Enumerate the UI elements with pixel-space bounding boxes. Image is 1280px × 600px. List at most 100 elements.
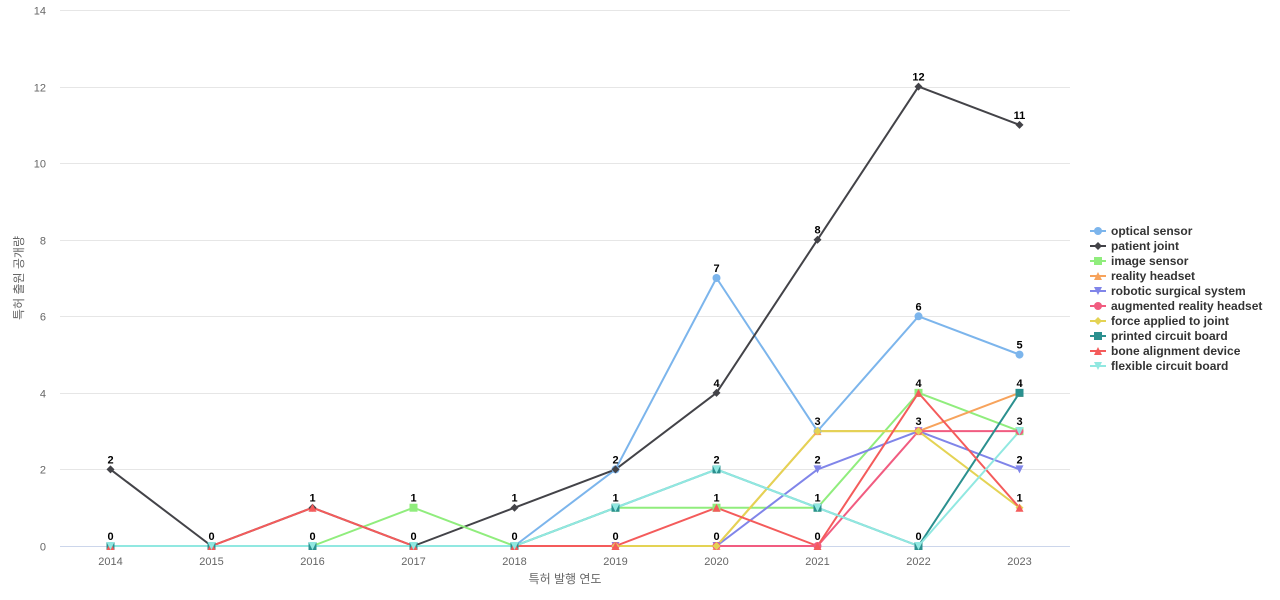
legend-item-augmented-reality-headset[interactable]: augmented reality headset bbox=[1090, 299, 1262, 313]
data-point-bone-alignment-device bbox=[308, 503, 317, 512]
data-point-flexible-circuit-board bbox=[308, 542, 317, 550]
data-label: 2 bbox=[713, 454, 719, 466]
data-point-flexible-circuit-board bbox=[712, 465, 721, 474]
data-label: 0 bbox=[309, 531, 315, 543]
data-label: 0 bbox=[713, 531, 719, 543]
y-axis-ticks: 0 2 4 6 8 10 12 14 bbox=[34, 6, 46, 554]
legend-label: robotic surgical system bbox=[1111, 284, 1246, 298]
data-label: 0 bbox=[612, 531, 618, 543]
x-axis-title: 특허 발행 연도 bbox=[529, 571, 602, 586]
x-tick-label: 2018 bbox=[502, 556, 526, 568]
legend-marker bbox=[1094, 272, 1102, 280]
data-point-bone-alignment-device bbox=[813, 542, 822, 550]
x-axis-ticks: 2014 2015 2016 2017 2018 2019 2020 2021 2022 2023 bbox=[98, 556, 1031, 568]
data-point-patient-joint bbox=[611, 465, 620, 474]
legend-label: printed circuit board bbox=[1111, 329, 1228, 343]
data-label: 8 bbox=[814, 225, 820, 237]
grid-lines bbox=[60, 10, 1070, 470]
legend-label: image sensor bbox=[1111, 254, 1189, 268]
legend-item-flexible-circuit-board[interactable]: flexible circuit board bbox=[1090, 359, 1228, 373]
data-label: 5 bbox=[1016, 340, 1022, 352]
data-point-printed-circuit-board bbox=[1015, 388, 1024, 397]
series-line-bone-alignment-device bbox=[109, 391, 1021, 547]
data-label: 0 bbox=[107, 531, 113, 543]
data-label: 1 bbox=[814, 493, 820, 505]
data-point-patient-joint bbox=[510, 503, 519, 512]
data-point-bone-alignment-device bbox=[914, 388, 923, 397]
y-tick-label: 10 bbox=[34, 159, 46, 171]
data-label: 0 bbox=[511, 531, 517, 543]
data-label: 3 bbox=[814, 416, 820, 428]
data-label: 0 bbox=[208, 531, 214, 543]
data-label: 2 bbox=[612, 454, 618, 466]
legend-item-printed-circuit-board[interactable]: printed circuit board bbox=[1090, 329, 1228, 343]
x-tick-label: 2023 bbox=[1007, 556, 1031, 568]
data-point-flexible-circuit-board bbox=[106, 542, 115, 550]
data-point-image-sensor bbox=[409, 503, 418, 512]
legend-label: force applied to joint bbox=[1111, 314, 1229, 328]
data-point-patient-joint bbox=[813, 235, 822, 244]
data-label: 7 bbox=[713, 263, 719, 275]
data-label: 4 bbox=[915, 378, 922, 390]
data-point-robotic-surgical-system bbox=[813, 465, 822, 474]
data-label: 3 bbox=[915, 416, 921, 428]
legend-label: bone alignment device bbox=[1111, 344, 1241, 358]
y-tick-label: 6 bbox=[40, 312, 46, 324]
data-label: 11 bbox=[1014, 110, 1026, 122]
data-point-bone-alignment-device bbox=[1015, 503, 1024, 512]
data-label: 1 bbox=[1016, 493, 1022, 505]
legend-marker bbox=[1094, 347, 1102, 355]
legend-marker bbox=[1094, 287, 1102, 295]
legend-item-bone-alignment-device[interactable]: bone alignment device bbox=[1090, 344, 1241, 358]
series-line-optical-sensor bbox=[109, 277, 1021, 547]
y-tick-label: 0 bbox=[40, 542, 46, 554]
y-tick-label: 8 bbox=[40, 236, 46, 248]
legend-item-reality-headset[interactable]: reality headset bbox=[1090, 269, 1195, 283]
data-label: 1 bbox=[713, 493, 719, 505]
x-tick-label: 2022 bbox=[906, 556, 930, 568]
data-label: 1 bbox=[511, 493, 517, 505]
x-tick-label: 2014 bbox=[98, 556, 122, 568]
data-point-optical-sensor bbox=[712, 274, 721, 282]
data-point-flexible-circuit-board bbox=[409, 542, 418, 550]
y-tick-label: 12 bbox=[34, 83, 46, 95]
legend-marker bbox=[1094, 362, 1102, 370]
x-tick-label: 2016 bbox=[300, 556, 324, 568]
legend-item-force-applied-to-joint[interactable]: force applied to joint bbox=[1090, 314, 1229, 328]
data-label: 4 bbox=[713, 378, 720, 390]
legend-item-image-sensor[interactable]: image sensor bbox=[1090, 254, 1189, 268]
x-tick-label: 2019 bbox=[603, 556, 627, 568]
legend-label: flexible circuit board bbox=[1111, 359, 1228, 373]
series-lines bbox=[109, 85, 1021, 547]
data-label: 2 bbox=[814, 454, 820, 466]
legend-label: augmented reality headset bbox=[1111, 299, 1262, 313]
data-label: 1 bbox=[612, 493, 618, 505]
legend-marker bbox=[1094, 317, 1102, 325]
series-line-flexible-circuit-board bbox=[109, 430, 1021, 547]
legend-item-robotic-surgical-system[interactable]: robotic surgical system bbox=[1090, 284, 1246, 298]
legend-label: reality headset bbox=[1111, 269, 1195, 283]
legend-item-patient-joint[interactable]: patient joint bbox=[1090, 239, 1179, 253]
legend-item-optical-sensor[interactable]: optical sensor bbox=[1090, 224, 1193, 238]
data-point-bone-alignment-device bbox=[611, 542, 620, 550]
data-point-flexible-circuit-board bbox=[510, 542, 519, 550]
legend-marker bbox=[1094, 257, 1102, 265]
data-point-force-applied-to-joint bbox=[914, 427, 923, 436]
data-point-flexible-circuit-board bbox=[207, 542, 216, 550]
legend-marker bbox=[1094, 302, 1102, 310]
data-point-patient-joint bbox=[106, 465, 115, 474]
legend-label: optical sensor bbox=[1111, 224, 1193, 238]
data-point-force-applied-to-joint bbox=[712, 542, 721, 550]
legend-marker bbox=[1094, 332, 1102, 340]
x-tick-label: 2017 bbox=[401, 556, 425, 568]
data-point-patient-joint bbox=[1015, 120, 1024, 129]
legend-marker bbox=[1094, 227, 1102, 235]
data-label: 2 bbox=[1016, 454, 1022, 466]
y-tick-label: 4 bbox=[40, 389, 46, 401]
data-label: 1 bbox=[410, 493, 416, 505]
data-label: 12 bbox=[912, 72, 924, 84]
y-tick-label: 14 bbox=[34, 6, 46, 18]
